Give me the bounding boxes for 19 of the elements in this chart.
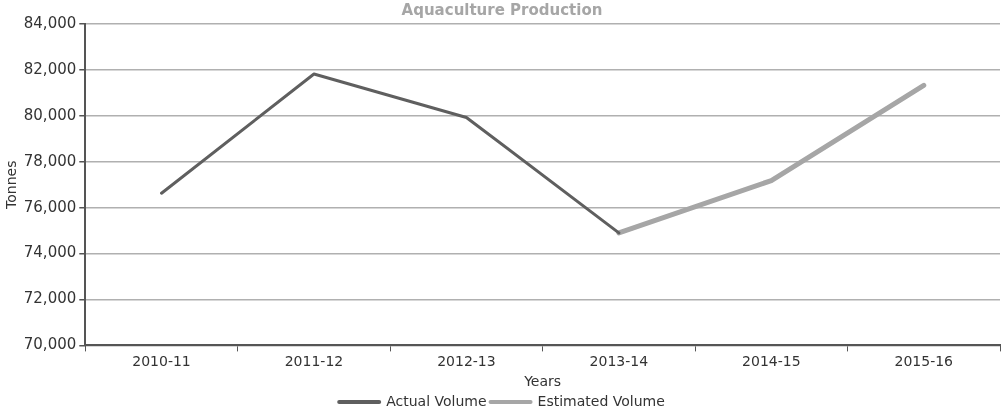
x-axis-title: Years xyxy=(523,373,562,390)
y-tick-label: 78,000 xyxy=(23,151,77,170)
x-tick-label: 2014-15 xyxy=(742,353,801,370)
y-axis-title: Tonnes xyxy=(3,160,20,210)
x-tick-label: 2012-13 xyxy=(437,353,496,370)
y-tick-label: 76,000 xyxy=(23,197,77,216)
y-tick-label: 82,000 xyxy=(23,59,77,78)
y-tick-label: 84,000 xyxy=(23,13,77,32)
y-tick-label: 74,000 xyxy=(23,243,77,262)
y-tick-label: 72,000 xyxy=(23,289,77,308)
legend-label: Actual Volume xyxy=(386,392,487,409)
chart-title: Aquaculture Production xyxy=(401,0,603,19)
legend-label: Estimated Volume xyxy=(537,392,665,409)
y-tick-label: 80,000 xyxy=(23,105,77,124)
x-tick-label: 2015-16 xyxy=(894,353,954,370)
x-tick-label: 2010-11 xyxy=(132,353,191,370)
x-tick-label: 2013-14 xyxy=(589,353,649,370)
x-tick-label: 2011-12 xyxy=(284,353,344,370)
y-tick-label: 70,000 xyxy=(23,335,77,354)
